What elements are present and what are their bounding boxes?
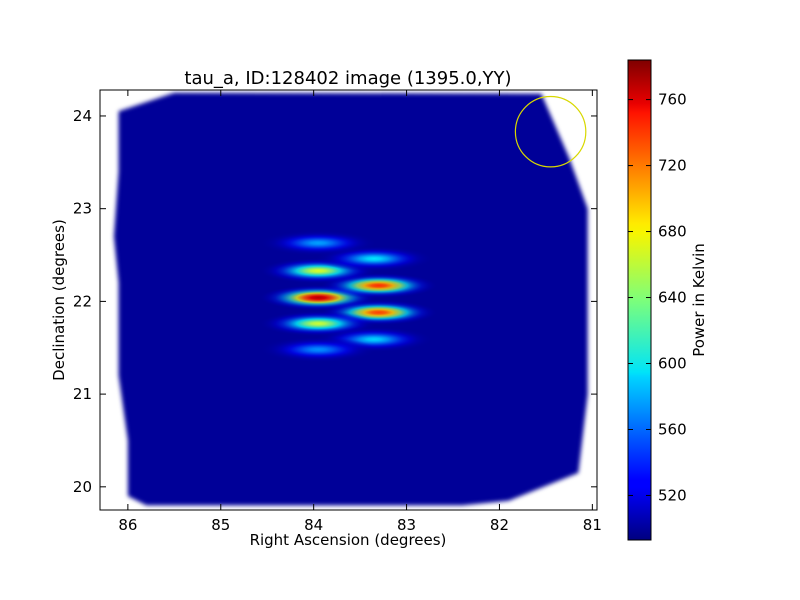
heatmap-area [113,92,588,506]
source-blob [260,337,376,363]
beam-circle [514,95,587,168]
y-tick-label: 20 [73,478,92,496]
colorbar-tick-label: 760 [658,91,687,109]
axes-frame [99,89,598,511]
source-blob [260,230,376,256]
x-tick-label: 83 [397,516,416,534]
x-tick-label: 82 [490,516,509,534]
y-tick-label: 23 [73,200,92,218]
colorbar-ticks: 520 560 600 640 680 720 760 [628,91,687,504]
x-tick-label: 86 [118,516,137,534]
colorbar-tick-label: 560 [658,420,687,438]
x-axis: 86 85 84 83 82 81 [118,90,602,534]
colorbar-tick-label: 720 [658,157,687,175]
colorbar-tick-label: 680 [658,223,687,241]
x-tick-label: 85 [211,516,230,534]
y-tick-label: 21 [73,385,92,403]
y-tick-label: 24 [73,107,92,125]
colorbar [627,59,652,541]
colorbar-tick-label: 520 [658,486,687,504]
chart-title: tau_a, ID:128402 image (1395.0,YY) [184,68,511,89]
y-axis: 20 21 22 23 24 [73,107,597,496]
y-tick-label: 22 [73,292,92,310]
x-tick-label: 81 [583,516,602,534]
x-axis-label: Right Ascension (degrees) [250,531,447,549]
colorbar-label: Power in Kelvin [690,243,708,357]
source-blobs [260,230,437,363]
colorbar-tick-label: 640 [658,289,687,307]
colorbar-tick-label: 600 [658,355,687,373]
y-axis-label: Declination (degrees) [50,219,68,381]
x-tick-label: 84 [304,516,323,534]
